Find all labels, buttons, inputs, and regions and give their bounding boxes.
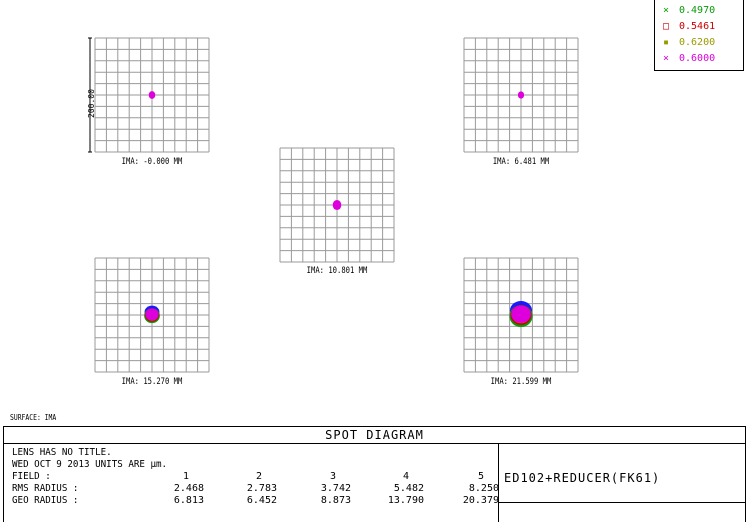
info-panel: SPOT DIAGRAM LENS HAS NO TITLE. WED OCT … xyxy=(3,426,746,522)
legend-entry: × 0.4970 xyxy=(663,5,715,16)
field-number: 2 xyxy=(255,471,262,482)
info-box: LENS HAS NO TITLE. WED OCT 9 2013 UNITS … xyxy=(4,444,499,522)
field-number: 5 xyxy=(477,471,484,482)
lens-title-line: LENS HAS NO TITLE. xyxy=(12,447,112,458)
legend-wavelength: 0.6200 xyxy=(679,37,716,48)
legend-marker-icon: × xyxy=(663,5,670,16)
spot-3-wl4 xyxy=(332,199,342,211)
rms-row-label: RMS RADIUS : xyxy=(12,483,79,494)
design-divider xyxy=(499,502,745,503)
spot-4-wl4 xyxy=(145,308,159,321)
wavelength-legend: × 0.4970 □ 0.5461 ▪ 0.6200 × 0.6000 xyxy=(654,0,744,71)
spot-5-wl4 xyxy=(511,305,531,323)
rms-radius-value: 5.482 xyxy=(393,483,424,494)
legend-marker-icon: □ xyxy=(663,21,670,32)
field-4-ima-label: IMA: 15.270 MM xyxy=(121,377,183,387)
field-number: 1 xyxy=(182,471,189,482)
field-row-label: FIELD : xyxy=(12,471,51,482)
surface-label: SURFACE: IMA xyxy=(10,413,57,422)
field-number: 4 xyxy=(402,471,409,482)
scale-bar-label: 200.00 xyxy=(87,89,96,118)
field-3-ima-label: IMA: 10.801 MM xyxy=(306,266,368,276)
geo-radius-value: 6.452 xyxy=(246,495,277,506)
geo-radius-value: 20.379 xyxy=(462,495,499,506)
field-5-ima-label: IMA: 21.599 MM xyxy=(490,377,552,387)
spot-2-wl4 xyxy=(517,91,525,99)
rms-radius-value: 2.468 xyxy=(173,483,204,494)
field-1-ima-label: IMA: -0.000 MM xyxy=(121,157,183,167)
legend-entry: □ 0.5461 xyxy=(663,21,715,32)
legend-marker-icon: × xyxy=(663,53,670,64)
legend-marker-icon: ▪ xyxy=(663,37,670,48)
geo-radius-value: 8.873 xyxy=(320,495,351,506)
field-number: 3 xyxy=(329,471,336,482)
legend-wavelength: 0.4970 xyxy=(679,5,716,16)
rms-radius-value: 3.742 xyxy=(320,483,351,494)
date-units-line: WED OCT 9 2013 UNITS ARE µm. xyxy=(12,459,168,470)
field-2-ima-label: IMA: 6.481 MM xyxy=(492,157,550,167)
geo-row-label: GEO RADIUS : xyxy=(12,495,79,506)
legend-wavelength: 0.5461 xyxy=(679,21,716,32)
rms-radius-value: 8.250 xyxy=(468,483,499,494)
legend-entry: ▪ 0.6200 xyxy=(663,37,715,48)
geo-radius-value: 13.790 xyxy=(387,495,424,506)
rms-radius-value: 2.783 xyxy=(246,483,277,494)
design-name: ED102+REDUCER(FK61) xyxy=(504,471,661,485)
legend-wavelength: 0.6000 xyxy=(679,53,716,64)
spot-diagram-title: SPOT DIAGRAM xyxy=(4,427,745,444)
legend-entry: × 0.6000 xyxy=(663,53,715,64)
geo-radius-value: 6.813 xyxy=(173,495,204,506)
spot-1-wl4 xyxy=(148,91,156,99)
